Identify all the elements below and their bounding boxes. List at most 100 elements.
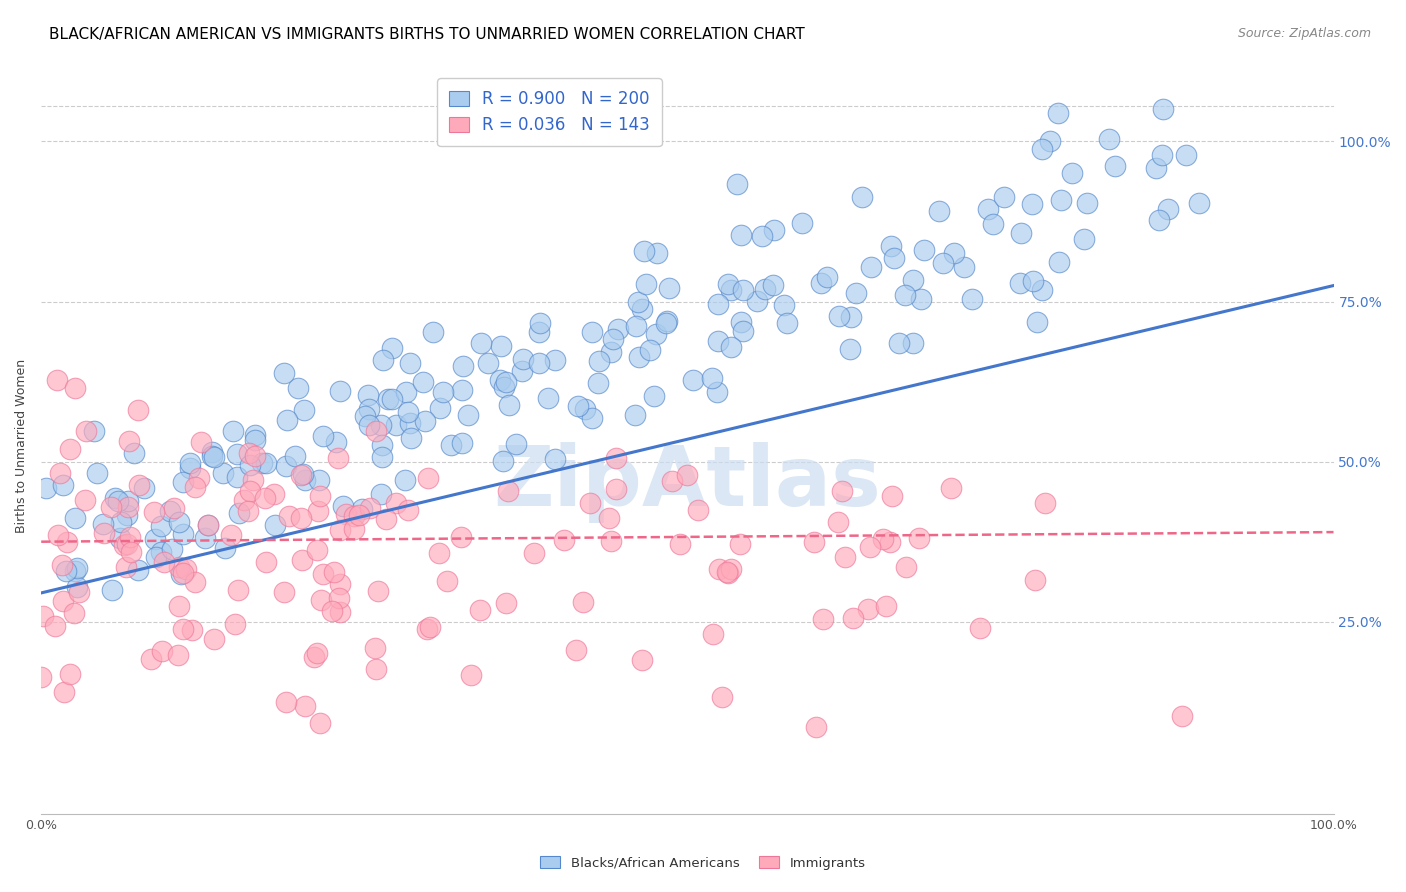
Point: [845, 285, 868, 300]
Point: [1171, 709, 1194, 723]
Point: [450, 383, 472, 397]
Point: [167, 515, 190, 529]
Point: [655, 316, 678, 330]
Point: [326, 450, 349, 465]
Point: [284, 449, 307, 463]
Point: [811, 612, 834, 626]
Point: [655, 314, 678, 328]
Point: [201, 449, 224, 463]
Point: [238, 446, 260, 460]
Point: [181, 623, 204, 637]
Point: [1021, 197, 1043, 211]
Point: [645, 245, 668, 260]
Point: [364, 662, 387, 676]
Point: [523, 546, 546, 560]
Point: [418, 471, 440, 485]
Point: [1152, 103, 1174, 117]
Point: [856, 602, 879, 616]
Point: [321, 604, 343, 618]
Point: [134, 481, 156, 495]
Point: [190, 435, 212, 450]
Point: [93, 525, 115, 540]
Point: [399, 431, 422, 445]
Point: [32, 609, 55, 624]
Point: [828, 309, 851, 323]
Point: [63, 381, 86, 395]
Point: [159, 503, 181, 517]
Point: [468, 603, 491, 617]
Point: [381, 341, 404, 355]
Point: [243, 433, 266, 447]
Point: [529, 325, 551, 339]
Point: [682, 373, 704, 387]
Point: [450, 436, 472, 450]
Point: [263, 487, 285, 501]
Point: [537, 391, 560, 405]
Point: [598, 511, 620, 525]
Point: [294, 698, 316, 713]
Point: [634, 277, 657, 291]
Point: [264, 518, 287, 533]
Point: [329, 577, 352, 591]
Point: [880, 239, 903, 253]
Point: [172, 475, 194, 490]
Point: [184, 575, 207, 590]
Point: [141, 652, 163, 666]
Point: [544, 451, 567, 466]
Point: [754, 282, 776, 296]
Text: Source: ZipAtlas.com: Source: ZipAtlas.com: [1237, 27, 1371, 40]
Point: [1098, 132, 1121, 146]
Point: [624, 408, 647, 422]
Point: [118, 434, 141, 449]
Point: [370, 487, 392, 501]
Point: [451, 359, 474, 373]
Point: [574, 401, 596, 416]
Point: [325, 434, 347, 449]
Point: [183, 479, 205, 493]
Point: [367, 584, 389, 599]
Point: [243, 450, 266, 464]
Point: [1033, 496, 1056, 510]
Point: [357, 417, 380, 432]
Point: [381, 392, 404, 407]
Point: [115, 508, 138, 523]
Point: [1150, 148, 1173, 162]
Point: [872, 532, 894, 546]
Point: [457, 408, 479, 422]
Legend: R = 0.900   N = 200, R = 0.036   N = 143: R = 0.900 N = 200, R = 0.036 N = 143: [437, 78, 662, 146]
Point: [1022, 274, 1045, 288]
Point: [145, 549, 167, 564]
Point: [66, 561, 89, 575]
Point: [831, 484, 853, 499]
Point: [564, 642, 586, 657]
Point: [572, 595, 595, 609]
Point: [910, 292, 932, 306]
Point: [879, 534, 901, 549]
Point: [1060, 165, 1083, 179]
Point: [588, 353, 610, 368]
Point: [59, 442, 82, 456]
Point: [716, 565, 738, 579]
Point: [851, 189, 873, 203]
Point: [233, 493, 256, 508]
Point: [202, 632, 225, 647]
Point: [152, 555, 174, 569]
Point: [254, 555, 277, 569]
Point: [495, 375, 517, 389]
Point: [725, 177, 748, 191]
Point: [150, 544, 173, 558]
Point: [731, 283, 754, 297]
Point: [510, 364, 533, 378]
Point: [239, 458, 262, 472]
Point: [512, 351, 534, 366]
Point: [889, 336, 911, 351]
Point: [312, 429, 335, 443]
Point: [172, 622, 194, 636]
Point: [51, 558, 73, 573]
Point: [643, 389, 665, 403]
Point: [658, 281, 681, 295]
Point: [645, 326, 668, 341]
Point: [450, 530, 472, 544]
Point: [834, 550, 856, 565]
Point: [107, 494, 129, 508]
